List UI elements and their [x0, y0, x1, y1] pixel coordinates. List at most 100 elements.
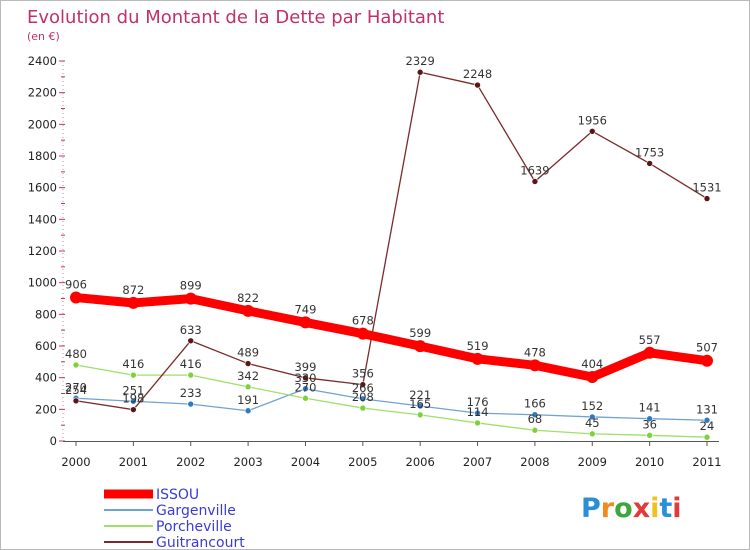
x-tick-label: 2004: [291, 455, 320, 469]
data-point-guitrancourt: [302, 374, 309, 382]
data-label-issou: 872: [122, 283, 144, 297]
data-point-guitrancourt: [416, 68, 424, 76]
data-point-issou: [414, 340, 427, 353]
data-label-guitrancourt: 399: [294, 360, 316, 374]
data-point-gargenville: [703, 416, 711, 424]
data-label-issou: 906: [65, 278, 87, 292]
data-point-issou: [127, 296, 140, 309]
y-tick-label: 1800: [28, 149, 57, 163]
data-label-gargenville: 251: [122, 383, 144, 397]
data-label-issou: 519: [467, 339, 489, 353]
data-label-porcheville: 45: [585, 416, 600, 430]
data-label-guitrancourt: 489: [237, 346, 259, 360]
proxiti-logo: Proxiti: [581, 493, 682, 524]
data-labels: 270 251 233 191 330 266 221 176 166 152 141 131 480 4…: [65, 54, 722, 433]
data-label-gargenville: 166: [524, 397, 546, 411]
data-point-gargenville: [187, 400, 195, 408]
data-point-issou: [586, 371, 599, 384]
data-label-porcheville: 36: [642, 417, 657, 431]
data-label-porcheville: 68: [528, 412, 543, 426]
data-point-porcheville: [416, 411, 424, 419]
data-label-guitrancourt: 633: [180, 323, 202, 337]
y-tick-label: 400: [35, 371, 57, 385]
data-label-gargenville: 330: [294, 371, 316, 385]
data-label-porcheville: 114: [467, 405, 489, 419]
series-line-porcheville: [75, 364, 708, 438]
data-point-porcheville: [244, 383, 252, 391]
series-line-guitrancourt: [75, 71, 708, 411]
data-point-issou: [356, 327, 369, 340]
data-point-guitrancourt: [703, 195, 711, 202]
x-tick-label: 2007: [463, 455, 492, 469]
data-label-gargenville: 152: [581, 399, 603, 413]
data-label-gargenville: 270: [65, 380, 87, 394]
data-point-guitrancourt: [646, 160, 653, 167]
y-tick-label: 2400: [28, 54, 57, 68]
y-tick-label: 200: [35, 402, 57, 416]
data-point-gargenville: [359, 395, 367, 403]
data-point-issou: [299, 316, 312, 329]
data-label-guitrancourt: 1753: [635, 145, 664, 159]
data-label-issou: 478: [524, 345, 546, 359]
data-point-porcheville: [187, 371, 195, 379]
data-point-porcheville: [72, 361, 80, 369]
data-label-porcheville: 165: [409, 397, 431, 411]
x-tick-label: 2000: [61, 455, 90, 469]
logo-letter: r: [601, 493, 615, 524]
data-label-issou: 678: [352, 314, 374, 328]
legend-label-guitrancourt: Guitrancourt: [156, 535, 245, 549]
x-tick-label: 2009: [578, 455, 607, 469]
y-tick-label: 0: [50, 434, 57, 448]
data-point-guitrancourt: [72, 397, 80, 405]
data-point-gargenville: [646, 415, 653, 422]
data-point-gargenville: [588, 413, 596, 421]
data-point-issou: [70, 291, 82, 304]
data-point-gargenville: [474, 409, 481, 417]
x-tick-label: 2001: [119, 455, 148, 469]
data-point-guitrancourt: [244, 360, 252, 367]
x-tick-label: 2010: [635, 455, 664, 469]
data-label-porcheville: 342: [237, 369, 259, 383]
data-point-guitrancourt: [474, 81, 481, 89]
data-label-guitrancourt: 254: [65, 383, 87, 397]
y-tick-label: 1600: [28, 181, 57, 195]
data-label-porcheville: 480: [65, 347, 87, 361]
data-point-issou: [242, 304, 255, 317]
data-label-issou: 404: [581, 357, 603, 371]
axes: 0 200 400 600 800 1000 1200 1400 1600 1800 2000 220…: [28, 54, 722, 469]
data-point-gargenville: [244, 407, 252, 415]
x-tick-label: 2006: [406, 455, 435, 469]
data-point-guitrancourt: [359, 381, 367, 388]
x-tick-label: 2011: [692, 455, 721, 469]
data-point-gargenville: [416, 402, 424, 410]
data-point-issou: [184, 292, 197, 305]
x-tick-label: 2005: [348, 455, 377, 469]
data-point-issou: [471, 352, 484, 365]
data-label-guitrancourt: 2329: [406, 54, 435, 68]
data-label-guitrancourt: 1956: [578, 113, 607, 127]
data-point-guitrancourt: [187, 337, 195, 345]
logo-letter: t: [659, 493, 672, 524]
legend-label-gargenville: Gargenville: [156, 503, 236, 519]
data-label-issou: 822: [237, 291, 259, 305]
data-label-gargenville: 233: [180, 386, 202, 400]
y-tick-label: 600: [35, 339, 57, 353]
data-point-porcheville: [531, 426, 539, 434]
data-point-guitrancourt: [588, 128, 596, 135]
x-tick-label: 2003: [233, 455, 262, 469]
data-label-porcheville: 24: [700, 419, 715, 433]
data-point-porcheville: [646, 431, 653, 439]
data-point-porcheville: [130, 371, 137, 379]
series-line-issou: [71, 293, 712, 382]
data-point-issou: [643, 346, 656, 359]
data-label-gargenville: 131: [696, 402, 718, 416]
logo-letter: P: [581, 493, 601, 524]
data-point-guitrancourt: [130, 406, 137, 413]
data-point-porcheville: [588, 430, 596, 438]
series-lines: [71, 71, 712, 438]
data-point-gargenville: [531, 411, 539, 419]
data-label-porcheville: 208: [352, 390, 374, 404]
